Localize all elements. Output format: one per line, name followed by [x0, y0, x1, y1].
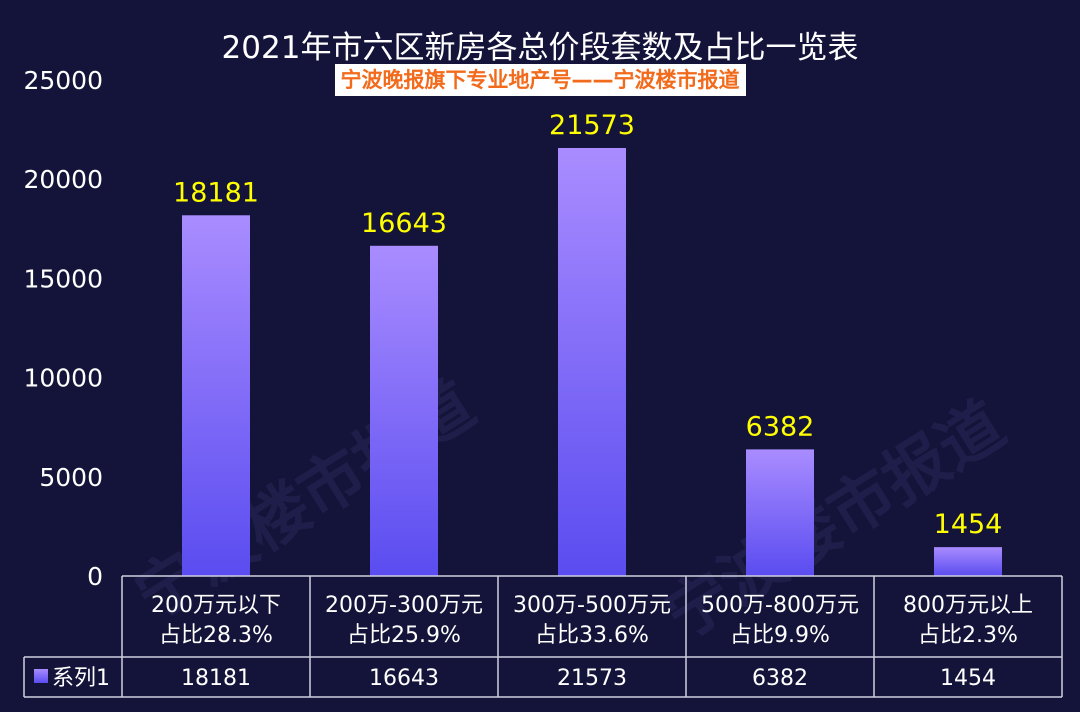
data-label: 18181 [173, 177, 259, 208]
category-label: 500万-800万元 [701, 593, 859, 618]
bar-series [182, 147, 1002, 577]
category-label: 200万-300万元 [325, 593, 483, 618]
table-value: 16643 [369, 666, 439, 691]
category-share-label: 占比2.3% [918, 623, 1018, 648]
chart-title: 2021年市六区新房各总价段套数及占比一览表 [221, 30, 859, 66]
legend-series-name: 系列1 [52, 666, 110, 691]
bar [746, 449, 814, 576]
y-tick-label: 20000 [23, 165, 103, 194]
table-value: 18181 [181, 666, 251, 691]
bar [934, 547, 1002, 576]
bar [182, 215, 250, 577]
data-labels: 18181 16643 21573 6382 1454 [173, 110, 1002, 540]
y-tick-label: 10000 [23, 364, 103, 393]
y-tick-label: 15000 [23, 264, 103, 293]
category-share-label: 占比9.9% [730, 623, 830, 648]
y-tick-label: 5000 [39, 463, 103, 492]
category-label: 300万-500万元 [513, 593, 671, 618]
data-label: 16643 [361, 208, 447, 239]
category-label: 200万元以下 [151, 593, 281, 618]
table-value: 6382 [752, 666, 808, 691]
data-label: 1454 [934, 509, 1003, 540]
chart-subtitle: 宁波晚报旗下专业地产号——宁波楼市报道 [334, 64, 746, 96]
table-value: 1454 [940, 666, 996, 691]
bar [558, 147, 626, 576]
category-label: 800万元以上 [903, 593, 1033, 618]
data-label: 21573 [549, 110, 635, 141]
legend-swatch [34, 669, 48, 683]
y-tick-label: 25000 [23, 66, 103, 95]
y-tick-label: 0 [87, 562, 103, 591]
subtitle-banner: 宁波晚报旗下专业地产号——宁波楼市报道 [0, 64, 1080, 96]
category-share-label: 占比33.6% [535, 623, 649, 648]
category-share-label: 占比25.9% [347, 623, 461, 648]
table-value: 21573 [557, 666, 627, 691]
y-axis: 0 5000 10000 15000 20000 25000 [23, 66, 103, 591]
category-share-label: 占比28.3% [159, 623, 273, 648]
data-label: 6382 [746, 411, 815, 442]
bar [370, 245, 438, 576]
